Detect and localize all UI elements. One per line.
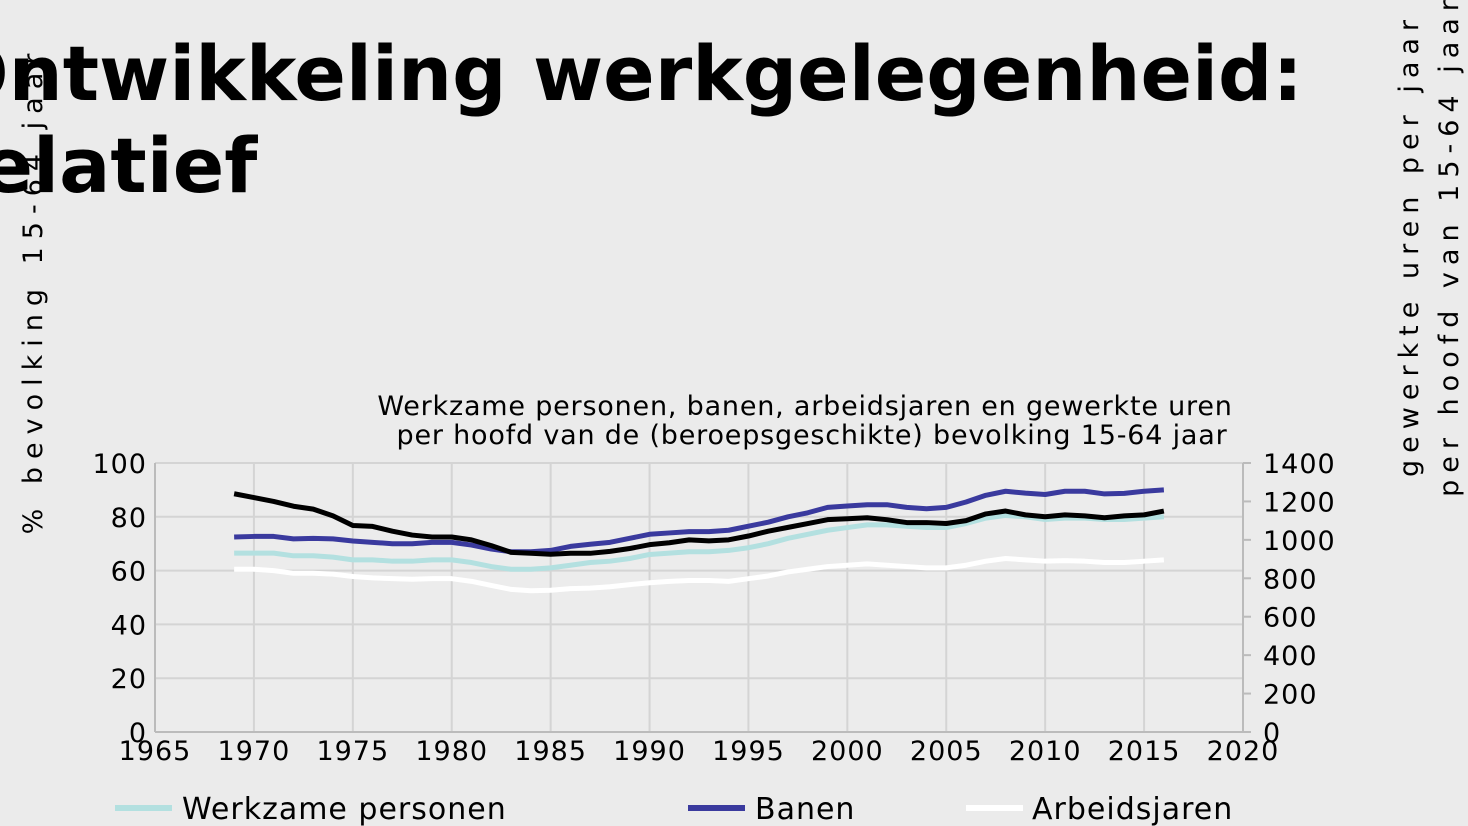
- y2-tick-label: 0: [1263, 718, 1281, 749]
- y-tick-label: 100: [92, 449, 147, 480]
- x-tick-label: 2005: [910, 736, 983, 767]
- y-tick-label: 80: [111, 503, 147, 534]
- x-tick-label: 2000: [811, 736, 884, 767]
- chart-subtitle: Werkzame personen, banen, arbeidsjaren e…: [377, 391, 1232, 422]
- y-tick-label: 0: [129, 718, 147, 749]
- x-tick-label: 2020: [1207, 736, 1280, 767]
- series-line: [234, 487, 1165, 555]
- y-tick-label: 40: [111, 610, 147, 641]
- y-tick-label: 20: [111, 664, 147, 695]
- legend-label: Werkzame personen: [182, 792, 507, 826]
- legend-label: Banen: [755, 792, 855, 826]
- plot-area: [154, 462, 1251, 733]
- y2-tick-label: 1200: [1263, 487, 1336, 518]
- x-tick-label: 1970: [218, 736, 291, 767]
- legend-label: Arbeidsjaren: [1032, 792, 1233, 826]
- series-line: [233, 491, 1165, 557]
- x-tick-label: 1975: [316, 736, 389, 767]
- y2-tick-label: 400: [1263, 641, 1318, 672]
- y2-tick-label: 800: [1263, 564, 1318, 595]
- x-tick-label: 1965: [119, 736, 192, 767]
- series-line: [234, 555, 1165, 594]
- y2-tick-label: 200: [1263, 680, 1318, 711]
- chart-title: Ontwikkeling werkgelegenheid:relatief: [0, 29, 1303, 210]
- x-tick-label: 1985: [514, 736, 587, 767]
- y-axis-label: % bevolking 15-64 jaar: [18, 46, 49, 535]
- chart-subtitle: per hoofd van de (beroepsgeschikte) bevo…: [397, 420, 1228, 451]
- x-tick-label: 2015: [1108, 736, 1181, 767]
- x-tick-label: 1995: [712, 736, 785, 767]
- title-line: Ontwikkeling werkgelegenheid:: [0, 29, 1303, 118]
- y-tick-label: 60: [111, 557, 147, 588]
- y2-tick-label: 600: [1263, 603, 1318, 634]
- y2-axis-label: per hoofd van 15-64 jaar: [1434, 0, 1465, 497]
- y2-axis-label: gewerkte uren per jaar: [1394, 13, 1425, 477]
- x-tick-label: 2010: [1009, 736, 1082, 767]
- y2-tick-label: 1000: [1263, 526, 1336, 557]
- y2-tick-label: 1400: [1263, 449, 1336, 480]
- title-line: relatief: [0, 121, 258, 210]
- x-tick-label: 1980: [415, 736, 488, 767]
- series-line: [234, 512, 1165, 572]
- x-tick-label: 1990: [613, 736, 686, 767]
- plot-background: [155, 463, 1243, 732]
